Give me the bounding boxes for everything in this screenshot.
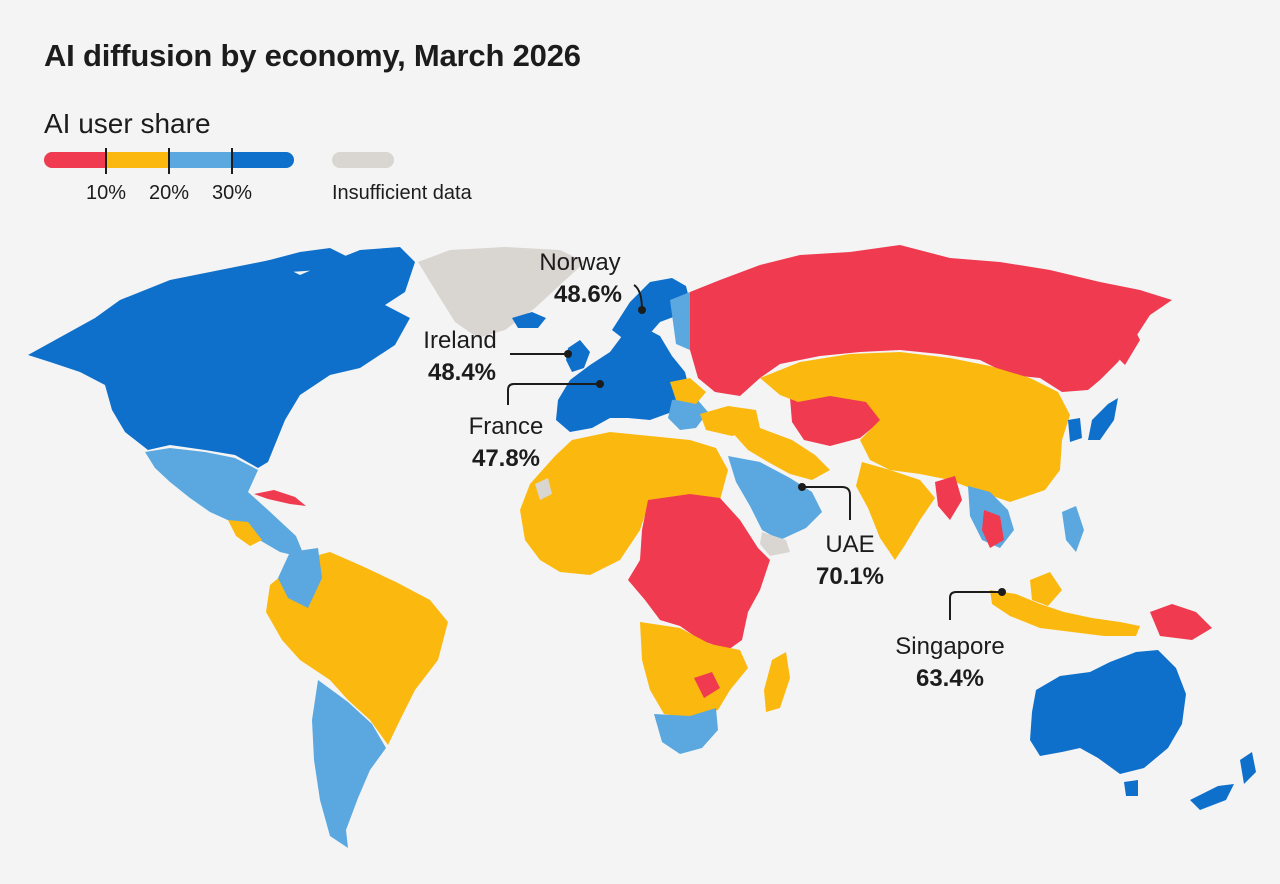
singapore-dot xyxy=(998,588,1006,596)
legend-title: AI user share xyxy=(44,108,211,139)
region-middle-east xyxy=(730,428,830,480)
uae-leader xyxy=(802,486,851,520)
region-russia xyxy=(690,245,1172,396)
callout-name-norway: Norway xyxy=(539,249,620,276)
callout-value-norway: 48.6% xyxy=(554,281,622,308)
region-southern-africa xyxy=(640,622,748,718)
region-kamchatka xyxy=(1110,320,1140,365)
region-china-central-asia xyxy=(760,352,1070,502)
region-papua-new-guinea xyxy=(1150,604,1212,640)
region-australia xyxy=(1030,650,1186,774)
legend-tick xyxy=(105,148,107,174)
singapore-leader xyxy=(949,591,1002,620)
region-myanmar xyxy=(935,476,1004,548)
region-western-sahara xyxy=(535,478,552,500)
region-tasmania xyxy=(1124,780,1138,796)
ireland-dot xyxy=(564,350,572,358)
region-mexico-central-america xyxy=(145,448,305,558)
legend-bin-10-20 xyxy=(106,152,168,168)
region-south-africa xyxy=(654,708,718,754)
region-madagascar xyxy=(764,652,790,712)
callout-value-france: 47.8% xyxy=(472,445,540,472)
region-north-africa xyxy=(520,432,728,575)
callout-name-singapore: Singapore xyxy=(895,633,1004,660)
region-scandinavia xyxy=(612,278,690,344)
legend-no-data-swatch xyxy=(332,152,394,168)
region-central-asia xyxy=(790,392,882,446)
legend-color-scale xyxy=(44,152,294,168)
region-southern-cone xyxy=(312,680,386,848)
legend-tick-label-30: 30% xyxy=(211,182,253,204)
region-british-isles xyxy=(566,340,590,372)
callout-name-ireland: Ireland xyxy=(423,327,496,354)
region-central-america-south xyxy=(228,520,262,546)
region-ukraine-turkey xyxy=(670,378,760,436)
legend-bin-above-30 xyxy=(231,152,294,168)
region-zimbabwe xyxy=(694,672,720,698)
norway-dot xyxy=(638,306,646,314)
france-leader xyxy=(507,383,600,405)
map-title: AI diffusion by economy, March 2026 xyxy=(44,38,581,73)
callout-value-singapore: 63.4% xyxy=(916,665,984,692)
legend-tick xyxy=(231,148,233,174)
callout-dots xyxy=(564,306,1006,596)
legend-tick-label-20: 20% xyxy=(148,182,190,204)
legend-tick-label-10: 10% xyxy=(85,182,127,204)
region-greenland xyxy=(418,247,585,338)
france-dot xyxy=(596,380,604,388)
callout-name-france: France xyxy=(469,413,544,440)
region-eastern-europe xyxy=(668,292,708,430)
region-indonesia-malaysia xyxy=(990,572,1140,636)
region-india xyxy=(856,462,935,560)
region-new-zealand xyxy=(1190,752,1256,810)
legend-tick xyxy=(168,148,170,174)
legend-bin-below-10 xyxy=(44,152,106,168)
region-north-america xyxy=(28,247,415,468)
callout-value-ireland: 48.4% xyxy=(428,359,496,386)
uae-dot xyxy=(798,483,806,491)
region-cuba xyxy=(254,490,306,506)
legend-bin-20-30 xyxy=(168,152,231,168)
region-yemen xyxy=(760,532,790,556)
region-arctic-islands xyxy=(262,248,392,288)
region-central-east-africa xyxy=(628,494,770,650)
callout-value-uae: 70.1% xyxy=(816,563,884,590)
region-western-europe xyxy=(556,328,690,432)
legend-no-data-label: Insufficient data xyxy=(332,182,472,204)
region-korea-japan xyxy=(1068,398,1118,442)
region-iceland xyxy=(512,312,546,328)
region-philippines xyxy=(1062,506,1084,552)
region-arabian-peninsula xyxy=(728,456,822,540)
callout-name-uae: UAE xyxy=(825,531,874,558)
region-venezuela-colombia xyxy=(278,548,322,608)
